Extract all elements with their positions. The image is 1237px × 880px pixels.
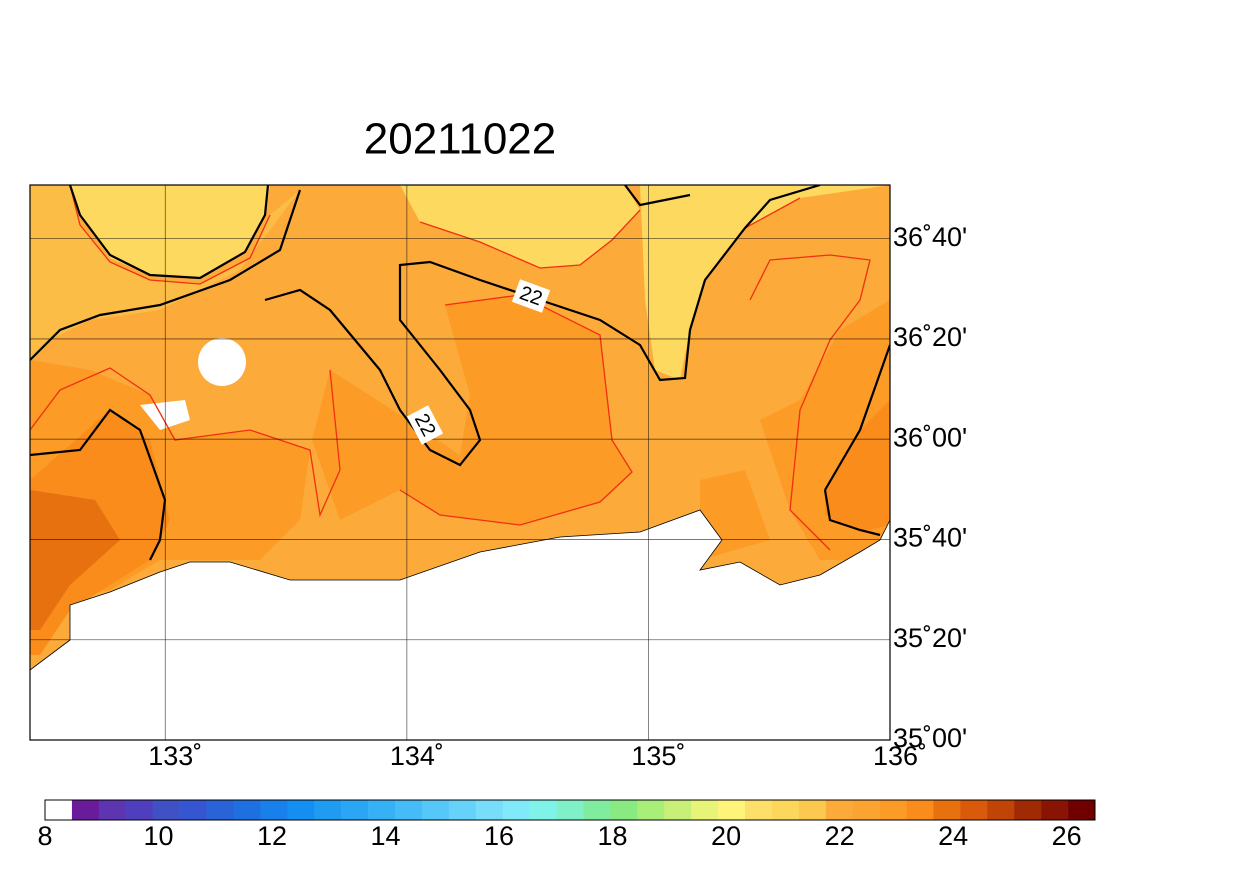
colorbar-box [395,800,423,820]
warm-yellow [70,185,270,278]
colorbar-tick-label: 14 [371,821,401,851]
colorbar-box [206,800,234,820]
warmest [825,400,890,532]
colorbar-box [987,800,1015,820]
lat-tick-label: 36˚00' [893,422,967,452]
warmest [30,490,120,630]
colorbar-tick-label: 8 [37,821,52,851]
colorbar-frame [44,799,1096,821]
warm-yellow [400,185,640,268]
colorbar-box [1014,800,1042,820]
colorbar-box [691,800,719,820]
colorbar-box [852,800,880,820]
colorbar-box [45,800,73,820]
colorbar-box [1041,800,1069,820]
title: 20211022 [364,115,557,164]
colorbar-box [98,800,127,820]
colorbar-tick-label: 18 [598,821,628,851]
colorbar-box [502,800,530,820]
colorbar-tick-label: 12 [257,821,287,851]
colorbar-box [960,800,988,820]
colorbar-box [152,800,180,820]
colorbar-tick-label: 20 [711,821,741,851]
colorbar-box [529,800,557,820]
colorbar-box [771,800,800,820]
warm-yellow [640,185,890,380]
lat-tick-label: 35˚20' [893,623,967,653]
lon-tick-label: 134˚ [390,741,444,771]
lat-tick-label: 35˚40' [893,523,967,553]
island [198,338,246,386]
colorbar-box [745,800,773,820]
colorbar-box [125,800,153,820]
map-frame [29,184,891,741]
colorbar-box [583,800,611,820]
colorbar-box [475,800,503,820]
graticule [30,185,890,740]
colorbar-box [260,800,288,820]
colorbar-box [718,800,746,820]
colorbar-box [556,800,584,820]
colorbar-box [287,800,315,820]
axes: 133˚ 134˚ 135˚ 136˚ 36˚40' 36˚20' 36˚00' 35˚40'… [148,222,967,771]
colorbar-box [233,800,261,820]
colorbar-box [421,800,450,820]
lat-tick-label: 36˚20' [893,322,967,352]
lat-tick-label: 35˚00' [893,723,967,753]
colorbar-box [448,800,477,820]
colorbar-box [879,800,907,820]
colorbar-tick-label: 22 [825,821,855,851]
land [30,509,890,740]
colorbar-box [368,800,396,820]
colorbar-box [71,800,100,820]
lon-tick-label: 133˚ [148,741,202,771]
colorbar-box [933,800,961,820]
colorbar-tick-label: 16 [484,821,514,851]
colorbar: 8 10 12 14 16 18 20 22 24 26 [37,799,1096,851]
colorbar-tick-label: 24 [938,821,968,851]
colorbar-box [637,800,665,820]
sst-field [30,185,890,740]
colorbar-box [314,800,342,820]
colorbar-box [664,800,692,820]
colorbar-box [610,800,638,820]
colorbar-tick-label: 10 [143,821,173,851]
colorbar-box [825,800,853,820]
isotherm-22 [30,185,890,561]
colorbar-box [179,800,207,820]
colorbar-box [906,800,934,820]
colorbar-box [341,800,369,820]
lat-tick-label: 36˚40' [893,222,967,252]
colorbar-box [798,800,827,820]
lon-tick-label: 135˚ [631,741,685,771]
lon-tick-label: 136˚ [873,741,927,771]
warmer [312,295,632,525]
colorbar-tick-label: 26 [1052,821,1082,851]
colorbar-box [1068,800,1096,820]
